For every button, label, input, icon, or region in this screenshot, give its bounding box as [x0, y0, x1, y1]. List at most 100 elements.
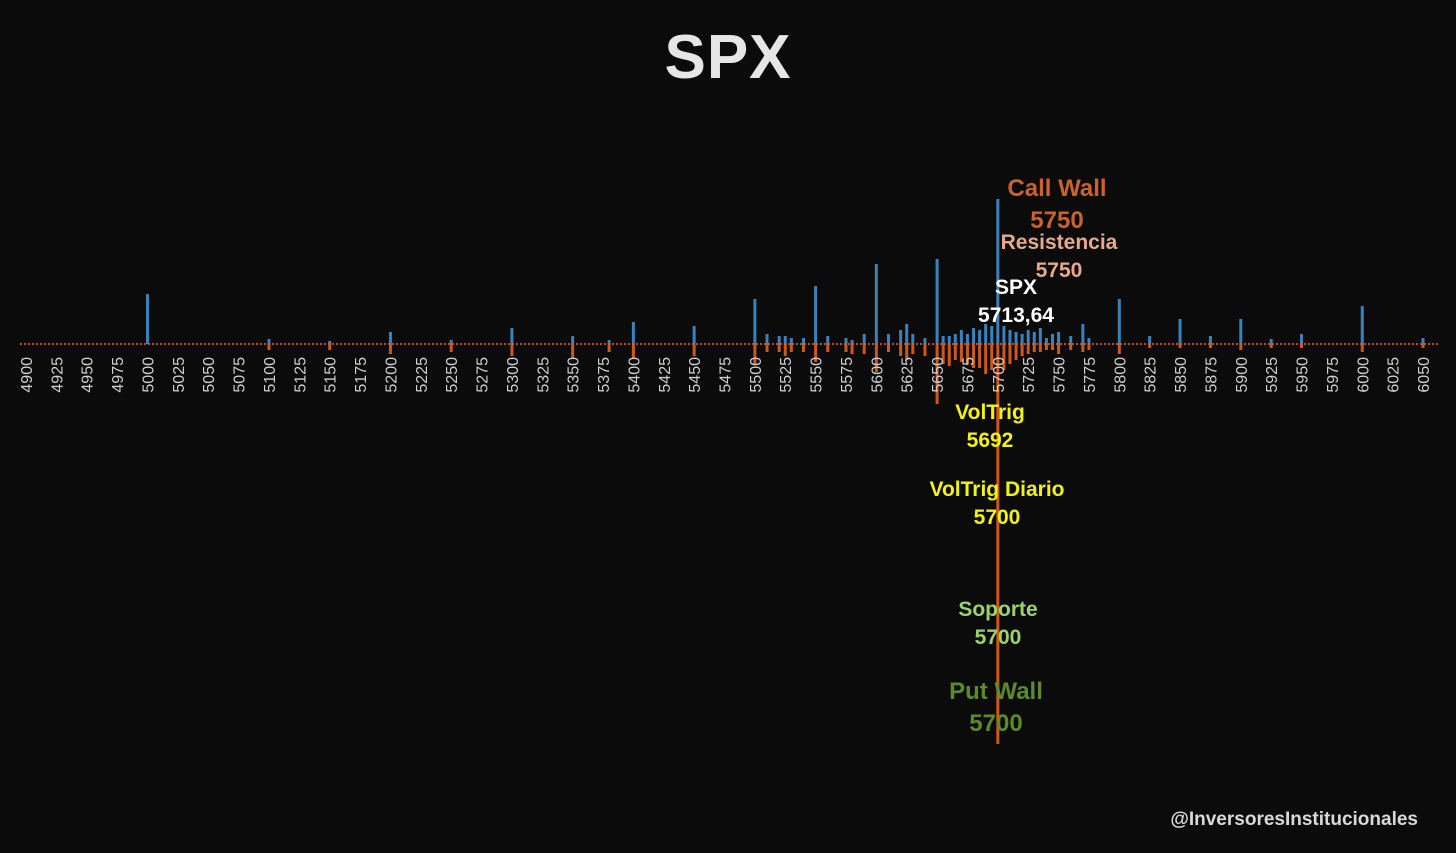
- call-bar: [886, 334, 890, 344]
- put-bar: [996, 344, 1000, 744]
- x-tick-label: 5325: [535, 357, 552, 393]
- put-bar: [1044, 344, 1048, 350]
- call-bar: [631, 322, 635, 344]
- x-tick-label: 5750: [1052, 357, 1069, 393]
- call-bar: [1057, 332, 1061, 344]
- put-bar: [984, 344, 988, 374]
- voltrig-label: VolTrig: [955, 401, 1025, 424]
- call-bar: [783, 336, 787, 344]
- call-bar: [1002, 326, 1006, 344]
- put-bar: [947, 344, 951, 366]
- call-wall-annotation: Call Wall 5750: [1007, 173, 1106, 238]
- x-tick-label: 5975: [1325, 357, 1342, 393]
- call-bar: [911, 334, 915, 344]
- call-bar: [328, 341, 332, 344]
- x-tick-label: 5075: [232, 357, 249, 393]
- put-bar: [1050, 344, 1054, 350]
- put-bar: [1360, 344, 1364, 352]
- resistencia-annotation: Resistencia 5750: [1001, 229, 1118, 286]
- put-bar: [905, 344, 909, 360]
- call-bar: [510, 328, 514, 344]
- call-bar: [1360, 306, 1364, 344]
- put-bar: [1087, 344, 1091, 350]
- call-bar: [990, 326, 994, 344]
- call-bar: [953, 334, 957, 344]
- x-tick-label: 5775: [1082, 357, 1099, 393]
- put-bar: [1014, 344, 1018, 360]
- call-bar: [1269, 339, 1273, 344]
- call-bar: [607, 340, 611, 344]
- x-tick-label: 6050: [1416, 357, 1433, 393]
- call-bar: [692, 326, 696, 344]
- voltrig-diario-label: VolTrig Diario: [929, 478, 1065, 501]
- x-tick-label: 5675: [960, 357, 977, 393]
- soporte-annotation: Soporte 5700: [958, 596, 1037, 653]
- put-bar: [765, 344, 769, 352]
- put-bar: [777, 344, 781, 352]
- put-bar: [978, 344, 982, 368]
- x-tick-label: 5875: [1203, 357, 1220, 393]
- call-bar: [1026, 330, 1030, 344]
- call-bar: [826, 336, 830, 344]
- x-tick-label: 5200: [383, 357, 400, 393]
- call-bar: [1208, 336, 1212, 344]
- x-tick-label: 5025: [171, 357, 188, 393]
- call-bar: [935, 259, 939, 344]
- call-bar: [978, 330, 982, 344]
- put-bar: [911, 344, 915, 354]
- put-bar: [923, 344, 927, 356]
- x-tick-label: 5100: [262, 357, 279, 393]
- call-bar: [947, 336, 951, 344]
- x-tick-label: 5950: [1295, 357, 1312, 393]
- put-wall-label: Put Wall: [949, 678, 1043, 705]
- voltrig-annotation: VolTrig 5692: [955, 399, 1025, 456]
- put-bar: [449, 344, 453, 352]
- soporte-value: 5700: [974, 626, 1022, 650]
- resistencia-value: 5750: [1035, 259, 1083, 283]
- call-bar: [1300, 334, 1304, 344]
- call-bar: [1050, 334, 1054, 344]
- x-tick-label: 5000: [140, 357, 157, 393]
- call-bar: [923, 338, 927, 344]
- x-tick-label: 5450: [687, 357, 704, 393]
- put-bar: [844, 344, 848, 352]
- spx-value: 5713,64: [978, 304, 1054, 328]
- x-tick-label: 6000: [1355, 357, 1372, 393]
- bars-layer: [145, 199, 1425, 744]
- call-bar: [1038, 328, 1042, 344]
- call-bar: [1117, 299, 1121, 344]
- x-tick-label: 5925: [1264, 357, 1281, 393]
- put-bar: [935, 344, 939, 404]
- watermark: @InversoresInstitucionales: [1170, 809, 1418, 830]
- call-bar: [753, 299, 757, 344]
- call-bar: [850, 340, 854, 344]
- call-bar: [905, 324, 909, 344]
- call-bar: [765, 334, 769, 344]
- put-bar: [1148, 344, 1152, 348]
- call-bar: [899, 330, 903, 344]
- put-bar: [510, 344, 514, 356]
- put-bar: [886, 344, 890, 352]
- x-tick-label: 5850: [1173, 357, 1190, 393]
- x-tick-label: 5475: [718, 357, 735, 393]
- soporte-label: Soporte: [958, 598, 1038, 621]
- put-bar: [826, 344, 830, 352]
- x-tick-label: 5275: [475, 357, 492, 393]
- put-bar: [1178, 344, 1182, 348]
- x-tick-label: 5050: [201, 357, 218, 393]
- put-bar: [874, 344, 878, 372]
- voltrig-diario-value: 5700: [973, 506, 1021, 530]
- x-tick-label: 5625: [900, 357, 917, 393]
- x-tick-label: 5550: [809, 357, 826, 393]
- x-tick-label: 5575: [839, 357, 856, 393]
- call-bar: [941, 336, 945, 344]
- x-tick-label: 5900: [1234, 357, 1251, 393]
- x-tick-label: 4900: [19, 357, 36, 393]
- call-bar: [449, 340, 453, 344]
- x-tick-label: 4925: [49, 357, 66, 393]
- call-bar: [1148, 336, 1152, 344]
- call-bar: [145, 294, 149, 344]
- call-bar: [1081, 324, 1085, 344]
- x-tick-label: 4975: [110, 357, 127, 393]
